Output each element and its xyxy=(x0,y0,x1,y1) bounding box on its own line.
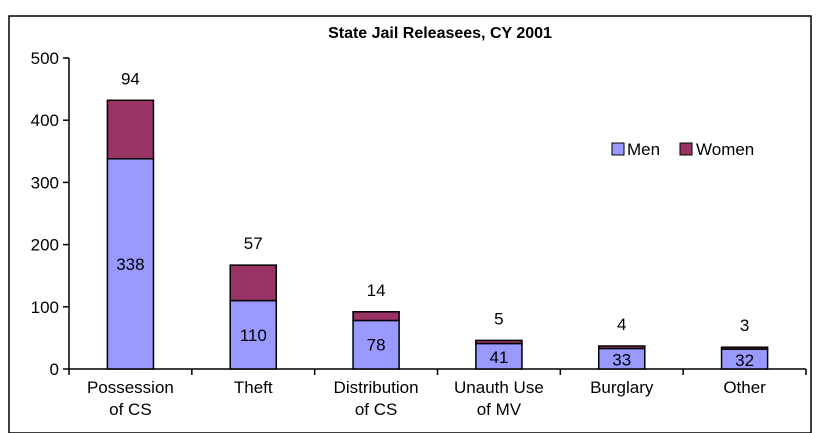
legend-label-women: Women xyxy=(696,140,754,159)
data-label-men: 32 xyxy=(735,351,754,370)
bar-men xyxy=(352,319,400,370)
data-label-men: 110 xyxy=(240,326,267,345)
chart-title: State Jail Releasees, CY 2001 xyxy=(328,25,552,42)
x-category-label: Theft xyxy=(234,378,273,397)
y-tick-label: 400 xyxy=(31,111,59,130)
bar-men xyxy=(475,342,523,370)
y-tick-label: 200 xyxy=(31,236,59,255)
x-category-label-line: Burglary xyxy=(590,378,654,397)
x-category-label-line: Theft xyxy=(234,378,273,397)
data-label-women: 57 xyxy=(244,234,263,253)
x-category-label-line: of MV xyxy=(477,400,522,419)
legend-swatch-men xyxy=(611,142,625,156)
x-category-label-line: Possession xyxy=(87,378,174,397)
axes: 0 100 200 300 400 500 xyxy=(31,49,807,379)
x-category-label: Unauth Use of MV xyxy=(454,378,544,419)
bar-women xyxy=(352,311,400,322)
y-tick-label: 300 xyxy=(31,173,59,192)
x-category-label: Other xyxy=(723,378,766,397)
x-category-label-line: of CS xyxy=(109,400,152,419)
data-label-men: 33 xyxy=(612,351,631,370)
y-tick-label: 0 xyxy=(50,360,59,379)
x-category-label: Burglary xyxy=(590,378,654,397)
bar-women xyxy=(229,264,278,302)
data-label-men: 338 xyxy=(116,255,144,274)
data-label-women: 3 xyxy=(740,316,749,335)
bar-men xyxy=(106,158,155,370)
data-label-women: 4 xyxy=(617,315,626,334)
data-label-women: 14 xyxy=(367,281,386,300)
bar-women xyxy=(106,99,155,160)
bar-men xyxy=(229,299,278,370)
x-category-label: Distribution of CS xyxy=(334,378,419,419)
bars xyxy=(106,99,769,370)
bar-women xyxy=(475,339,523,345)
data-label-women: 5 xyxy=(494,309,503,328)
y-tick-label: 100 xyxy=(31,298,59,317)
legend: Men Women xyxy=(611,140,754,159)
x-category-label: Possession of CS xyxy=(87,378,174,419)
bar-women xyxy=(597,345,646,350)
y-tick-label: 500 xyxy=(31,49,59,68)
data-label-women: 94 xyxy=(121,69,140,88)
x-category-label-line: Other xyxy=(723,378,766,397)
data-label-men: 41 xyxy=(489,348,508,367)
x-category-label-line: Unauth Use xyxy=(454,378,544,397)
x-category-label-line: of CS xyxy=(355,400,398,419)
legend-label-men: Men xyxy=(627,140,660,159)
bar-women xyxy=(720,346,769,350)
legend-swatch-women xyxy=(679,142,693,156)
data-label-men: 78 xyxy=(367,336,386,355)
x-category-label-line: Distribution xyxy=(334,378,419,397)
labels: Possession of CS 338 94 Theft 110 57 Distributi… xyxy=(87,69,766,419)
